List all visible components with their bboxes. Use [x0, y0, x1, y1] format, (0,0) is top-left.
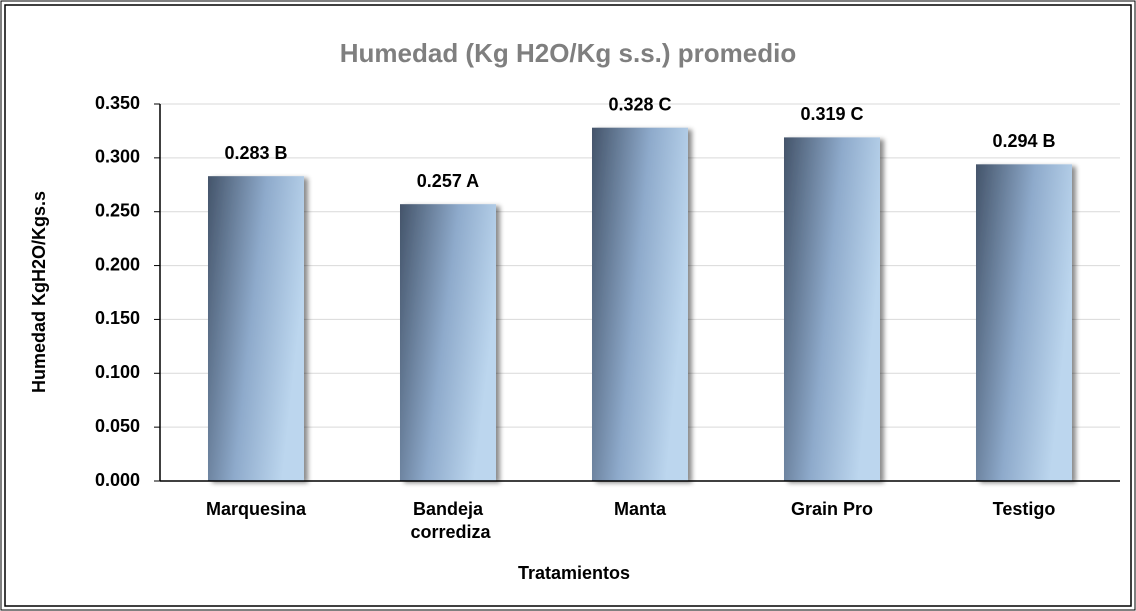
y-tick-label: 0.250	[95, 200, 140, 220]
x-tick-label: Testigo	[993, 499, 1056, 519]
y-tick-label: 0.150	[95, 308, 140, 328]
bar	[400, 204, 496, 481]
bar	[592, 127, 688, 481]
value-label: 0.283 B	[224, 143, 287, 163]
y-tick-label: 0.200	[95, 254, 140, 274]
value-label: 0.257 A	[417, 171, 479, 191]
value-label: 0.319 C	[800, 104, 863, 124]
y-tick-label: 0.300	[95, 147, 140, 167]
x-tick-label: Bandeja corrediza	[405, 499, 491, 542]
x-axis-title: Tratamientos	[518, 563, 630, 583]
value-label: 0.328 C	[608, 94, 671, 114]
x-tick-label: Manta	[614, 499, 667, 519]
y-axis-title: Humedad KgH2O/Kgs.s	[29, 191, 49, 393]
y-tick-label: 0.050	[95, 416, 140, 436]
inner-border	[4, 4, 1132, 607]
y-tick-label: 0.000	[95, 470, 140, 490]
x-tick-label: Marquesina	[206, 499, 307, 519]
y-tick-label: 0.100	[95, 362, 140, 382]
bar	[784, 137, 880, 482]
bar	[208, 176, 304, 481]
y-tick-label: 0.350	[95, 93, 140, 113]
bar	[976, 164, 1072, 481]
chart-title: Humedad (Kg H2O/Kg s.s.) promedio	[340, 38, 797, 68]
value-label: 0.294 B	[992, 131, 1055, 151]
x-tick-label: Grain Pro	[791, 499, 873, 519]
